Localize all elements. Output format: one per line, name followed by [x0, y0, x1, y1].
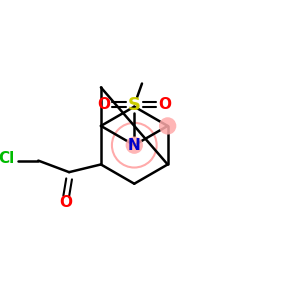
Text: N: N — [128, 138, 141, 153]
Text: O: O — [97, 97, 110, 112]
Text: O: O — [159, 97, 172, 112]
Text: O: O — [60, 196, 73, 211]
Text: S: S — [128, 96, 141, 114]
Text: Cl: Cl — [0, 151, 15, 166]
Circle shape — [159, 117, 176, 135]
Circle shape — [126, 136, 143, 154]
